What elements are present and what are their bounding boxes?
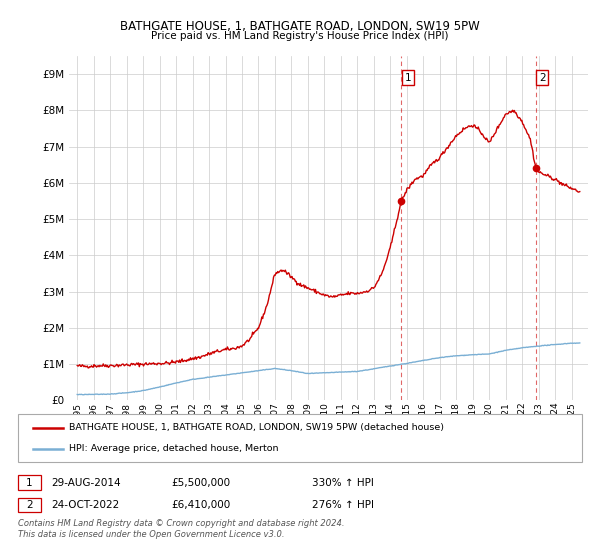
Text: This data is licensed under the Open Government Licence v3.0.: This data is licensed under the Open Gov… — [18, 530, 284, 539]
Text: HPI: Average price, detached house, Merton: HPI: Average price, detached house, Mert… — [69, 444, 278, 453]
Text: 1: 1 — [26, 478, 33, 488]
Text: 330% ↑ HPI: 330% ↑ HPI — [312, 478, 374, 488]
Text: Contains HM Land Registry data © Crown copyright and database right 2024.: Contains HM Land Registry data © Crown c… — [18, 519, 344, 528]
Text: £5,500,000: £5,500,000 — [171, 478, 230, 488]
Text: 1: 1 — [404, 73, 411, 83]
Text: BATHGATE HOUSE, 1, BATHGATE ROAD, LONDON, SW19 5PW: BATHGATE HOUSE, 1, BATHGATE ROAD, LONDON… — [120, 20, 480, 32]
Text: £6,410,000: £6,410,000 — [171, 500, 230, 510]
Text: 29-AUG-2014: 29-AUG-2014 — [51, 478, 121, 488]
Text: BATHGATE HOUSE, 1, BATHGATE ROAD, LONDON, SW19 5PW (detached house): BATHGATE HOUSE, 1, BATHGATE ROAD, LONDON… — [69, 423, 444, 432]
Text: 2: 2 — [26, 500, 33, 510]
Text: Price paid vs. HM Land Registry's House Price Index (HPI): Price paid vs. HM Land Registry's House … — [151, 31, 449, 41]
Text: 276% ↑ HPI: 276% ↑ HPI — [312, 500, 374, 510]
Text: 24-OCT-2022: 24-OCT-2022 — [51, 500, 119, 510]
Text: 2: 2 — [539, 73, 546, 83]
